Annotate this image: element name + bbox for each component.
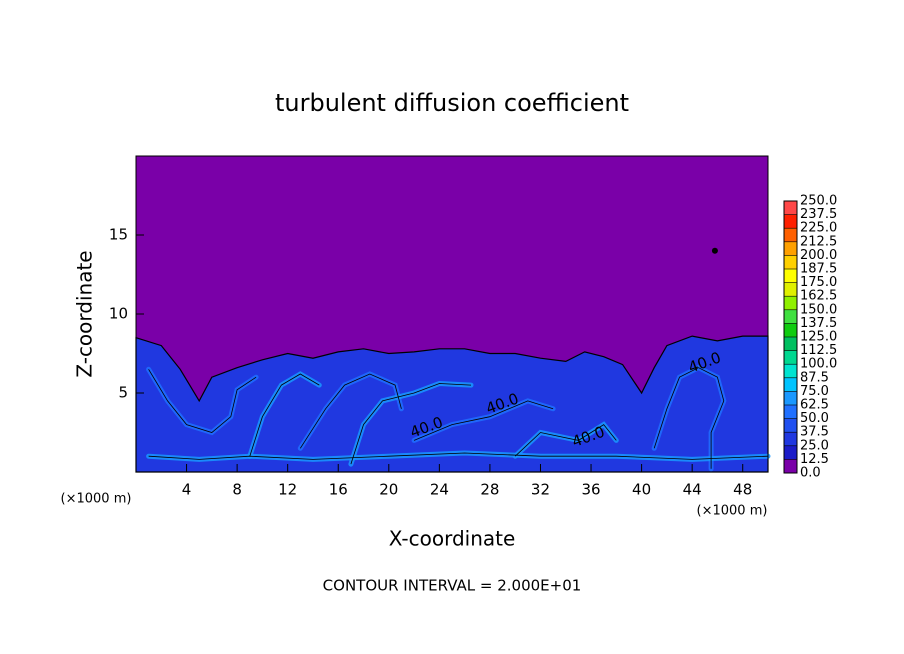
colorbar-label: 25.0 — [800, 438, 829, 453]
x-tick-label: 44 — [683, 481, 702, 499]
colorbar-cell — [784, 418, 797, 433]
colorbar-label: 75.0 — [800, 384, 829, 399]
colorbar-cell — [784, 241, 797, 256]
y-tick-label: 15 — [109, 226, 128, 244]
y-tick-label: 5 — [118, 384, 128, 402]
contour-interval: CONTOUR INTERVAL = 2.000E+01 — [323, 577, 582, 595]
x-unit: (×1000 m) — [697, 504, 768, 519]
contour-dot — [711, 247, 718, 254]
colorbar-cell — [784, 269, 797, 283]
y-axis-label: Z-coordinate — [73, 250, 97, 377]
colorbar-label: 162.5 — [800, 289, 837, 304]
colorbar-cell — [784, 228, 797, 242]
contour-line — [148, 369, 257, 433]
colorbar-label: 125.0 — [800, 330, 837, 345]
colorbar-cell — [784, 377, 797, 392]
colorbar-label: 112.5 — [800, 343, 837, 358]
x-tick-label: 28 — [480, 481, 499, 499]
contour-line — [249, 373, 320, 457]
colorbar-label: 100.0 — [800, 357, 837, 372]
colorbar-label: 212.5 — [800, 234, 837, 249]
colorbar-cell — [784, 296, 797, 310]
contour-line — [299, 373, 402, 449]
colorbar-cell — [784, 309, 797, 324]
colorbar-cell — [784, 282, 797, 297]
x-tick-label: 32 — [531, 481, 550, 499]
contour-line — [653, 367, 725, 469]
colorbar-cell — [784, 364, 797, 378]
x-tick-label: 48 — [733, 481, 752, 499]
contour-line — [350, 383, 472, 465]
chart-title: turbulent diffusion coefficient — [275, 89, 629, 117]
colorbar-label: 225.0 — [800, 221, 837, 236]
x-tick-label: 24 — [430, 481, 449, 499]
x-tick-label: 8 — [232, 481, 242, 499]
colorbar-label: 137.5 — [800, 316, 837, 331]
contour-line — [413, 400, 554, 441]
y-unit: (×1000 m) — [61, 492, 132, 507]
colorbar-cell — [784, 350, 797, 365]
colorbar-label: 250.0 — [800, 194, 837, 209]
colorbar-cell — [784, 214, 797, 229]
contour-line — [514, 424, 617, 457]
colorbar-label: 175.0 — [800, 275, 837, 290]
x-axis-label: X-coordinate — [389, 527, 516, 551]
colorbar-label: 0.0 — [800, 466, 821, 481]
colorbar-cell — [784, 405, 797, 419]
colorbar-cell — [784, 391, 797, 405]
colorbar-label: 200.0 — [800, 248, 837, 263]
x-tick-label: 20 — [379, 481, 398, 499]
x-tick-label: 16 — [329, 481, 348, 499]
colorbar-label: 150.0 — [800, 302, 837, 317]
colorbar-label: 62.5 — [800, 398, 829, 413]
colorbar-label: 50.0 — [800, 411, 829, 426]
colorbar-label: 37.5 — [800, 425, 829, 440]
colorbar-label: 12.5 — [800, 452, 829, 467]
colorbar-label: 87.5 — [800, 370, 829, 385]
colorbar-cell — [784, 459, 797, 473]
colorbar-cell — [784, 337, 797, 351]
x-tick-label: 4 — [182, 481, 192, 499]
colorbar-cell — [784, 255, 797, 269]
x-tick-label: 12 — [278, 481, 297, 499]
contour-line — [148, 452, 769, 460]
colorbar-cell — [784, 445, 797, 460]
colorbar-cell — [784, 201, 797, 215]
turbulent-layer — [135, 335, 769, 473]
x-tick-label: 40 — [632, 481, 651, 499]
colorbar-cell — [784, 432, 797, 446]
colorbar-label: 187.5 — [800, 262, 837, 277]
colorbar-cell — [784, 323, 797, 337]
y-tick-label: 10 — [109, 305, 128, 323]
x-tick-label: 36 — [581, 481, 600, 499]
colorbar-label: 237.5 — [800, 207, 837, 222]
